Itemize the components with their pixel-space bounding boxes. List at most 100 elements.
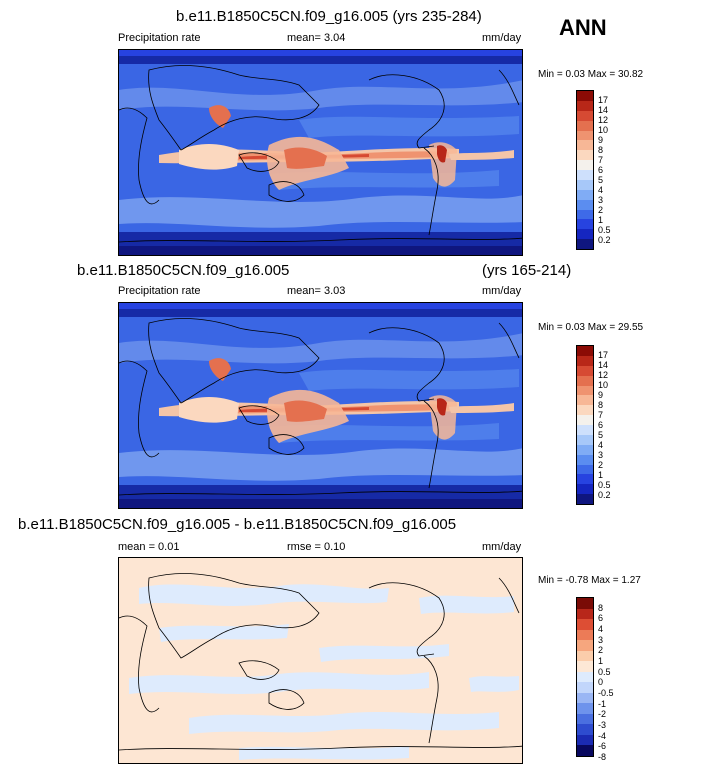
- colorbar-tick-label: 0.5: [598, 480, 611, 490]
- colorbar-segment: [577, 650, 593, 662]
- colorbar-tick-label: 10: [598, 125, 609, 135]
- colorbar-segment: [577, 464, 593, 475]
- panel-1-minmax: Min = 0.03 Max = 30.82: [538, 69, 644, 80]
- panel-1-mean: mean= 3.04: [287, 32, 346, 44]
- colorbar-tick-label: 9: [598, 390, 604, 400]
- panel-3-units: mm/day: [482, 541, 522, 553]
- colorbar-tick-label: 8: [598, 602, 604, 613]
- panel-3-map-svg: [119, 558, 522, 763]
- panel-1-units: mm/day: [482, 32, 522, 44]
- colorbar-segment: [577, 598, 593, 609]
- colorbar-tick-label: 0.2: [598, 490, 611, 500]
- colorbar-tick-label: 3: [598, 450, 604, 460]
- colorbar-tick-label: 14: [598, 360, 609, 370]
- panel-1-title: b.e11.B1850C5CN.f09_g16.005 (yrs 235-284…: [176, 8, 482, 25]
- colorbar-tick-label: 1: [598, 215, 604, 225]
- panel-1-variable-label: Precipitation rate: [118, 32, 201, 44]
- panel-2-minmax: Min = 0.03 Max = 29.55: [538, 322, 644, 333]
- colorbar-tick-label: 1: [598, 470, 604, 480]
- colorbar-segment: [577, 375, 593, 386]
- colorbar-tick-label: 2: [598, 205, 604, 215]
- panel-3-map: [118, 557, 523, 764]
- colorbar-tick-label: 2: [598, 460, 604, 470]
- colorbar-tick-label: 12: [598, 370, 609, 380]
- colorbar-segment: [577, 713, 593, 725]
- season-label: ANN: [559, 15, 607, 40]
- colorbar-segment: [577, 692, 593, 704]
- colorbar-tick-label: 0.2: [598, 235, 611, 245]
- colorbar-segment: [577, 494, 593, 504]
- colorbar-segment: [577, 619, 593, 630]
- colorbar-segment: [577, 425, 593, 435]
- colorbar-tick-label: 2: [598, 645, 604, 656]
- panel-3-mean: mean = 0.01: [118, 541, 180, 553]
- colorbar-segment: [577, 734, 593, 746]
- panel-3-colorbar: [576, 597, 594, 757]
- colorbar-tick-label: 5: [598, 175, 604, 185]
- colorbar-tick-label: -1: [598, 698, 607, 709]
- colorbar-tick-label: 14: [598, 105, 609, 115]
- colorbar-tick-label: -6: [598, 741, 607, 752]
- colorbar-tick-label: 4: [598, 624, 604, 634]
- colorbar-tick-label: 0.5: [598, 666, 611, 677]
- colorbar-segment: [577, 454, 593, 465]
- panel-3-minmax: Min = -0.78 Max = 1.27: [538, 575, 641, 586]
- panel-2-units: mm/day: [482, 285, 522, 297]
- colorbar-tick-label: 5: [598, 430, 604, 440]
- colorbar-tick-label: 3: [598, 195, 604, 205]
- colorbar-segment: [577, 395, 593, 406]
- colorbar-segment: [577, 385, 593, 396]
- colorbar-tick-label: 7: [598, 410, 604, 420]
- colorbar-tick-label: 0: [598, 677, 604, 688]
- colorbar-tick-label: -3: [598, 720, 607, 730]
- colorbar-tick-label: 17: [598, 95, 609, 105]
- colorbar-segment: [577, 150, 593, 161]
- panel-2-years: (yrs 165-214): [482, 262, 572, 279]
- colorbar-segment: [577, 209, 593, 220]
- colorbar-tick-label: 10: [598, 380, 609, 390]
- colorbar-tick-label: 6: [598, 165, 604, 175]
- colorbar-segment: [577, 682, 593, 693]
- colorbar-segment: [577, 365, 593, 376]
- colorbar-tick-label: 9: [598, 135, 604, 145]
- colorbar-tick-label: 17: [598, 350, 609, 360]
- colorbar-tick-label: -4: [598, 730, 607, 741]
- colorbar-tick-label: 4: [598, 185, 604, 195]
- panel-2-mean: mean= 3.03: [287, 285, 346, 297]
- panel-2-colorbar: [576, 345, 594, 505]
- colorbar-segment: [577, 140, 593, 151]
- panel-1-colorbar: [576, 90, 594, 250]
- colorbar-tick-label: -8: [598, 752, 607, 762]
- colorbar-segment: [577, 199, 593, 210]
- colorbar-tick-label: 1: [598, 656, 604, 666]
- colorbar-segment: [577, 160, 593, 170]
- colorbar-tick-label: 8: [598, 400, 604, 410]
- colorbar-segment: [577, 405, 593, 416]
- colorbar-segment: [577, 110, 593, 121]
- colorbar-segment: [577, 608, 593, 620]
- colorbar-tick-label: -2: [598, 709, 607, 720]
- colorbar-tick-label: 8: [598, 145, 604, 155]
- colorbar-segment: [577, 640, 593, 651]
- colorbar-segment: [577, 179, 593, 190]
- colorbar-segment: [577, 91, 593, 101]
- colorbar-segment: [577, 189, 593, 200]
- colorbar-segment: [577, 100, 593, 111]
- colorbar-segment: [577, 219, 593, 230]
- colorbar-tick-label: 6: [598, 613, 604, 624]
- colorbar-segment: [577, 745, 593, 756]
- colorbar-segment: [577, 661, 593, 672]
- colorbar-segment: [577, 474, 593, 485]
- panel-1-map: [118, 49, 523, 256]
- colorbar-segment: [577, 484, 593, 495]
- colorbar-segment: [577, 671, 593, 683]
- panel-2-variable-label: Precipitation rate: [118, 285, 201, 297]
- colorbar-segment: [577, 629, 593, 641]
- colorbar-segment: [577, 120, 593, 131]
- panel-3-rmse: rmse = 0.10: [287, 541, 346, 553]
- colorbar-segment: [577, 239, 593, 249]
- colorbar-tick-label: 12: [598, 115, 609, 125]
- colorbar-segment: [577, 130, 593, 141]
- colorbar-segment: [577, 415, 593, 425]
- colorbar-tick-label: 4: [598, 440, 604, 450]
